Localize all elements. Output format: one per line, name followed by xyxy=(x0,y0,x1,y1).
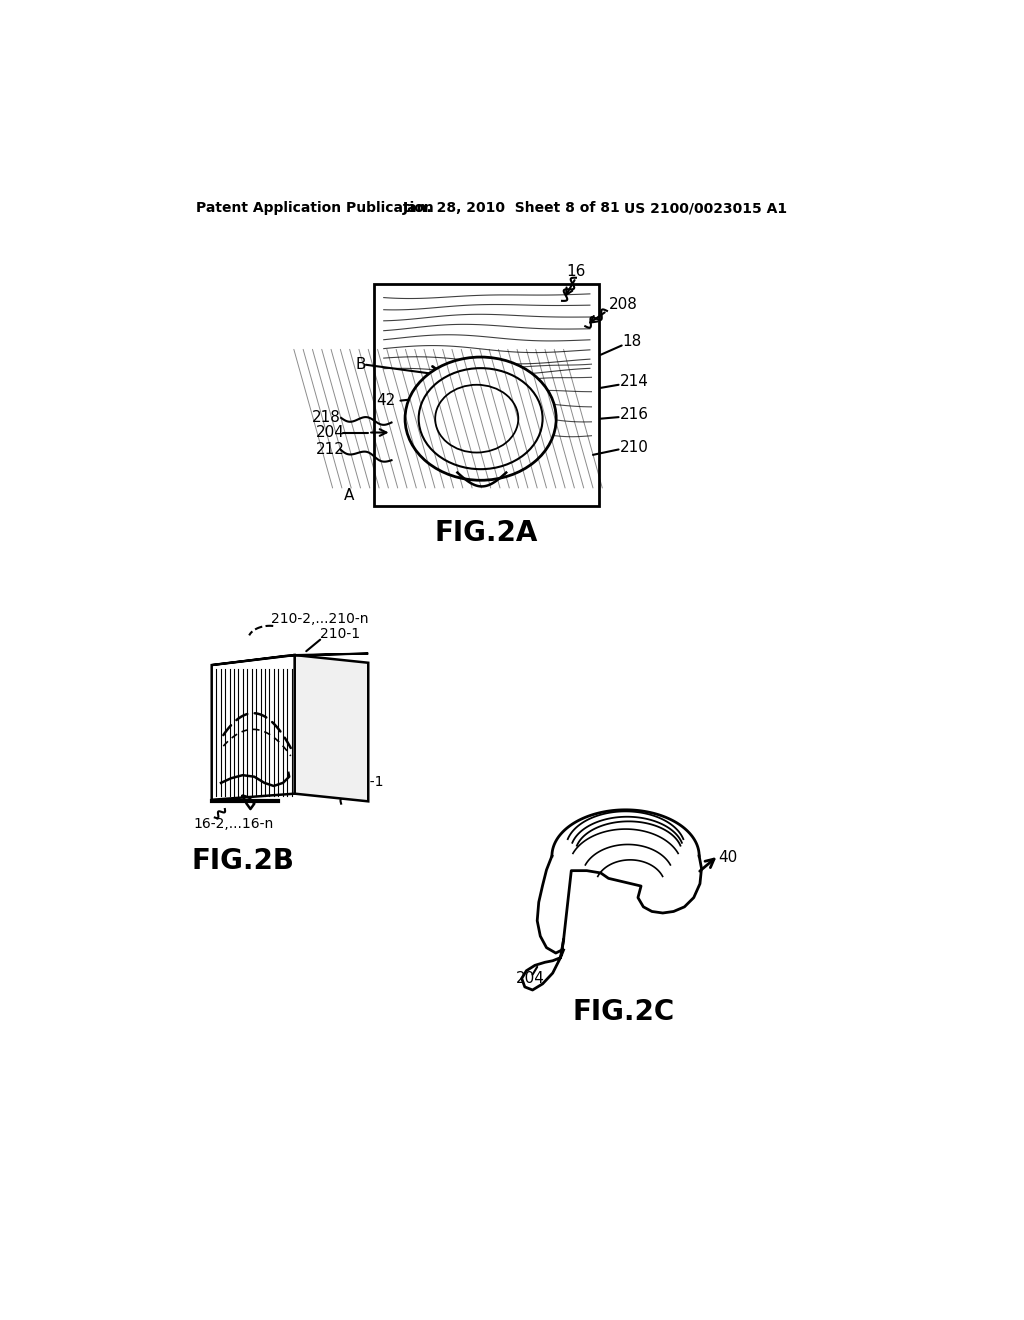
Text: 212: 212 xyxy=(315,442,344,457)
Text: 210: 210 xyxy=(621,440,649,454)
Text: Jan. 28, 2010  Sheet 8 of 81: Jan. 28, 2010 Sheet 8 of 81 xyxy=(403,202,621,215)
Text: 16: 16 xyxy=(566,264,586,279)
Text: B: B xyxy=(355,358,366,372)
Text: FIG.2B: FIG.2B xyxy=(191,846,294,875)
Text: 204: 204 xyxy=(315,425,344,440)
Text: 16-2,...16-n: 16-2,...16-n xyxy=(194,817,274,832)
Text: A: A xyxy=(343,488,354,503)
Text: 16-1: 16-1 xyxy=(352,775,384,789)
Text: 214: 214 xyxy=(621,374,649,389)
Polygon shape xyxy=(295,655,369,801)
Text: 42: 42 xyxy=(376,393,395,408)
Text: US 2100/0023015 A1: US 2100/0023015 A1 xyxy=(624,202,787,215)
Text: 216: 216 xyxy=(621,407,649,421)
Text: 210-1: 210-1 xyxy=(321,627,360,642)
Text: Patent Application Publication: Patent Application Publication xyxy=(197,202,434,215)
Text: FIG.2C: FIG.2C xyxy=(572,998,675,1026)
Text: 218: 218 xyxy=(311,411,341,425)
Polygon shape xyxy=(212,653,369,665)
Text: FIG.2A: FIG.2A xyxy=(434,519,538,546)
Text: 204: 204 xyxy=(515,972,545,986)
Bar xyxy=(375,284,599,507)
Ellipse shape xyxy=(406,356,556,480)
Polygon shape xyxy=(212,655,295,800)
Text: 18: 18 xyxy=(623,334,642,350)
Text: 40: 40 xyxy=(719,850,738,865)
Text: 210-2,...210-n: 210-2,...210-n xyxy=(271,612,369,626)
Text: 208: 208 xyxy=(608,297,637,313)
